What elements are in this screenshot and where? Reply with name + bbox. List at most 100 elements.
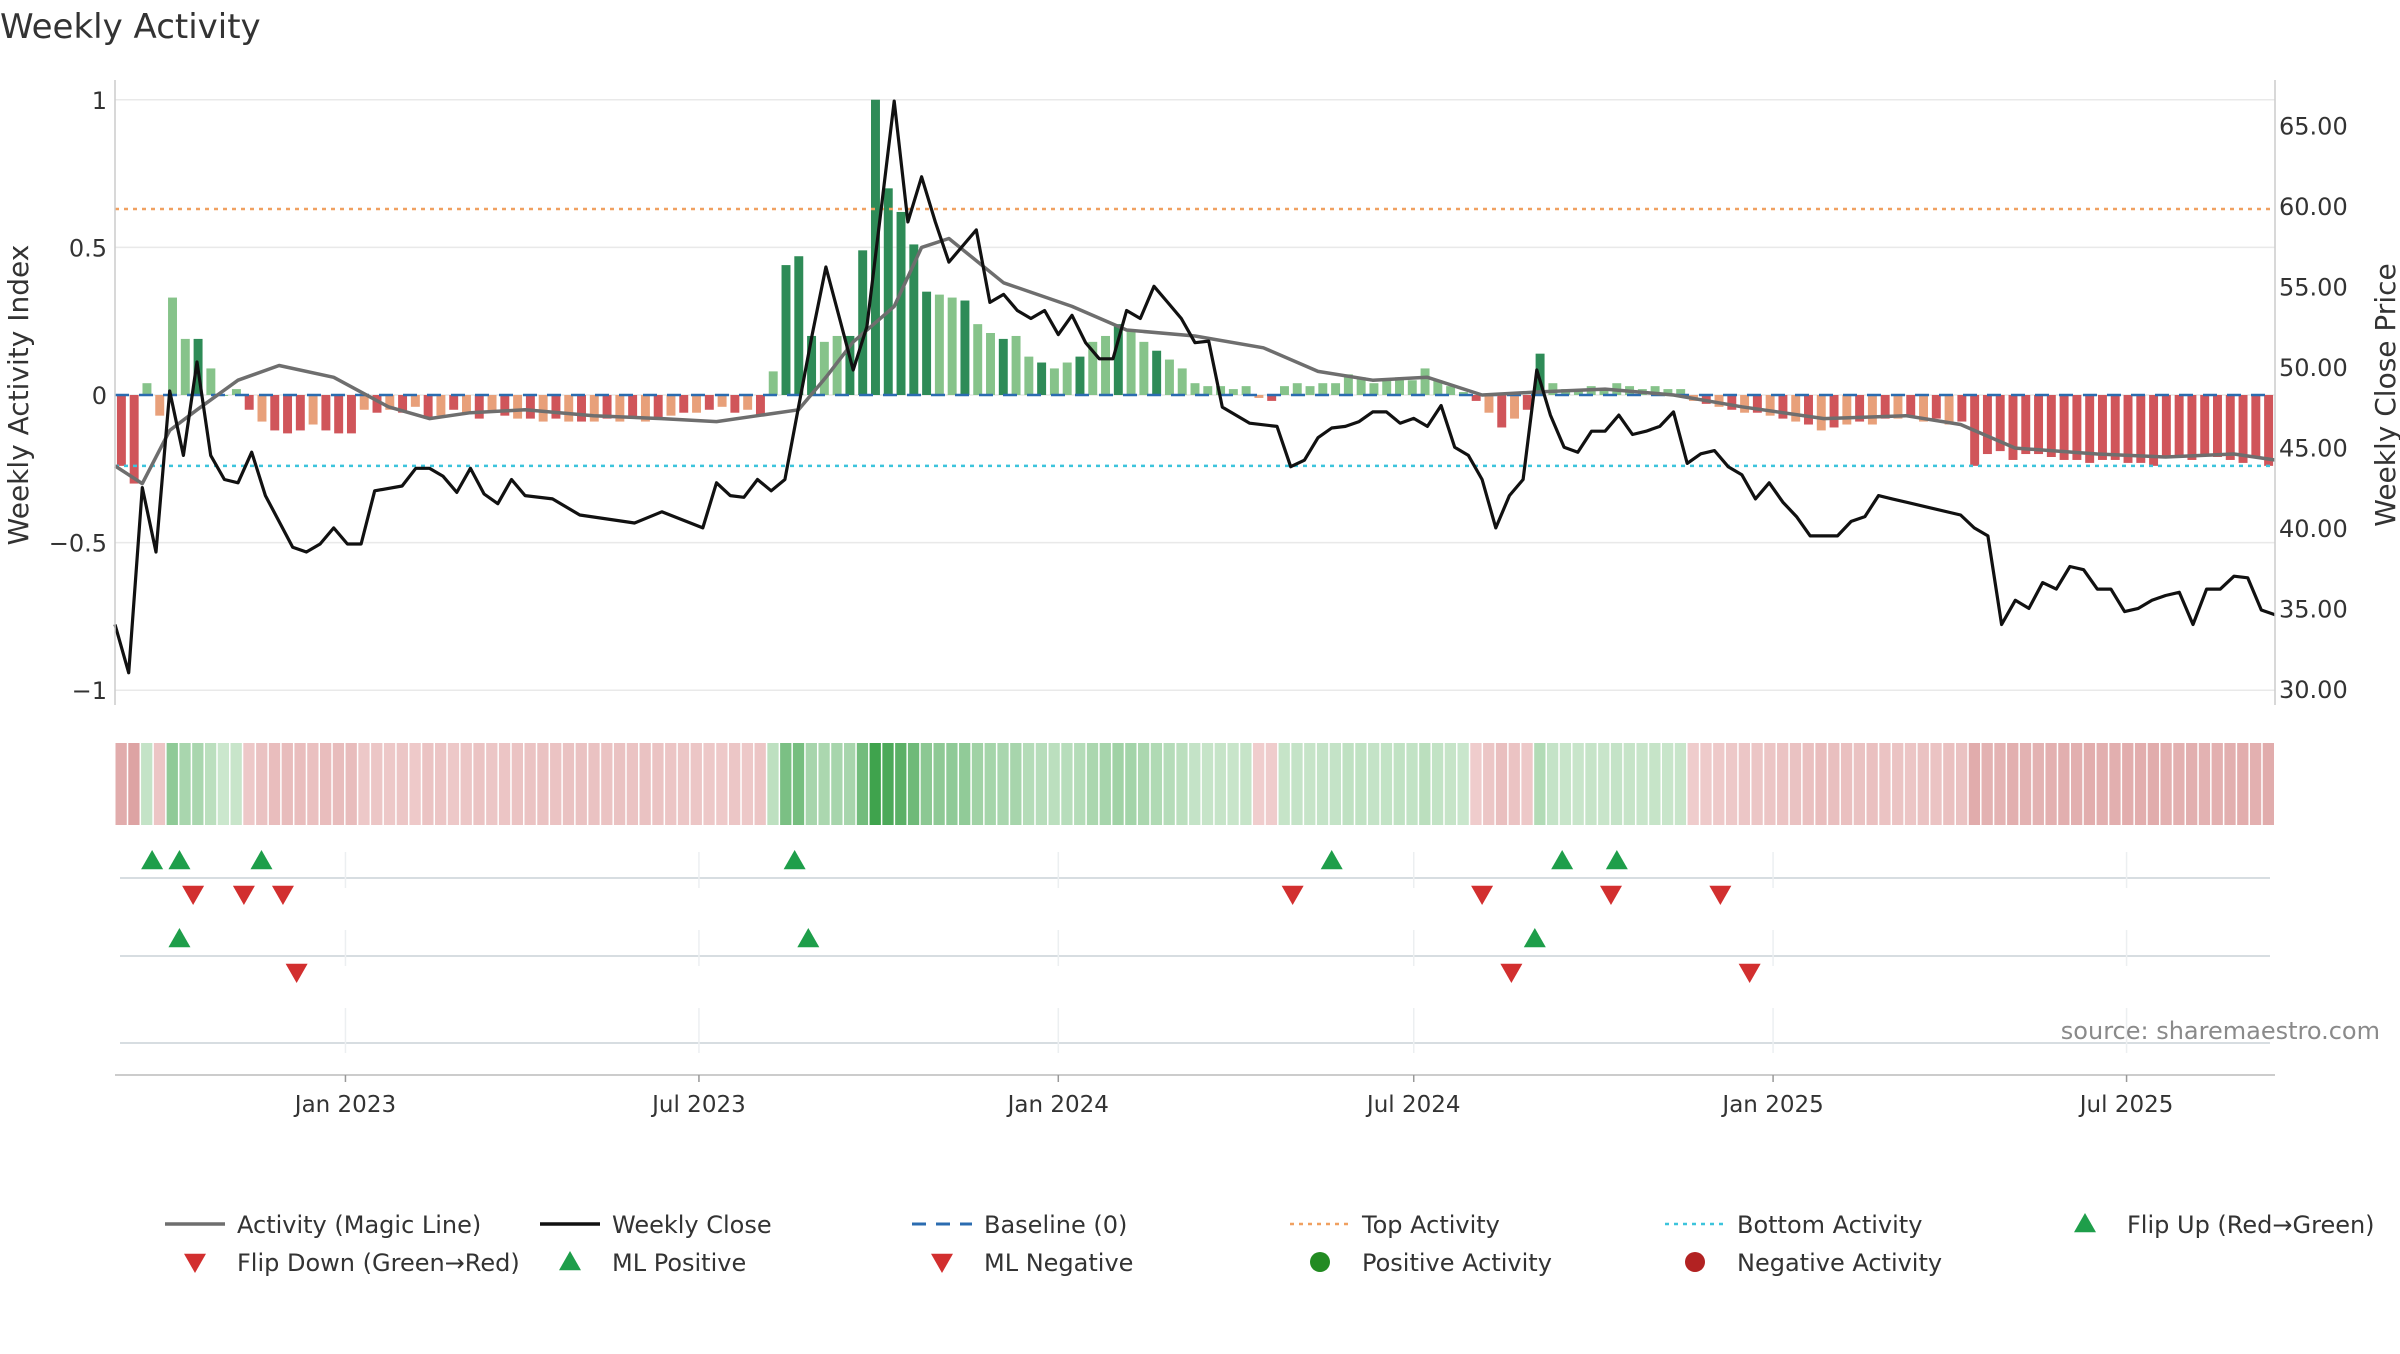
y-tick-label: −1 [72, 677, 107, 705]
activity-bar [1062, 362, 1072, 395]
activity-bar [1676, 389, 1686, 395]
activity-bar [1228, 389, 1238, 395]
activity-bar [909, 244, 919, 395]
activity-bar [142, 383, 152, 395]
heat-strip-cell [1840, 743, 1853, 825]
heat-strip-cell [1457, 743, 1469, 825]
activity-bar [1433, 380, 1443, 395]
activity-bar [1267, 395, 1277, 401]
y-axis-label: Weekly Activity Index [2, 245, 35, 546]
heat-strip-cell [1853, 743, 1866, 825]
activity-bar [1714, 395, 1724, 407]
legend-label: Positive Activity [1362, 1249, 1552, 1277]
activity-bars [116, 99, 2274, 484]
activity-bar [781, 265, 791, 395]
activity-bar [2174, 395, 2184, 457]
heat-strip-cell [2147, 743, 2159, 825]
heat-strip-cell [2032, 743, 2044, 825]
activity-bar [1024, 356, 1034, 395]
chart-title: Weekly Activity [0, 7, 261, 47]
activity-bar [717, 395, 727, 407]
y2-tick-label: 40.00 [2279, 515, 2348, 543]
heat-strip-cell [2249, 743, 2262, 825]
y2-axis-label: Weekly Close Price [2369, 263, 2400, 526]
activity-bar [743, 395, 753, 410]
heat-strip-cell [907, 743, 920, 825]
legend-label: Weekly Close [612, 1211, 772, 1239]
y-tick-label: 0.5 [69, 234, 107, 262]
activity-bar [1957, 395, 1967, 422]
heat-strip-cell [1623, 743, 1635, 825]
activity-bar [2238, 395, 2248, 463]
heat-strip-cell [652, 743, 664, 825]
activity-bar [640, 395, 650, 422]
heat-strip-cell [1163, 743, 1175, 825]
activity-bar [1216, 386, 1226, 395]
heat-strip-cell [371, 743, 383, 825]
magic-line-series [114, 236, 2276, 486]
heat-strip-cell [2071, 743, 2083, 825]
legend-item: Flip Up (Red→Green) [2074, 1211, 2375, 1239]
heat-strip-cell [332, 743, 345, 825]
flip-up-marker [1320, 850, 1343, 870]
activity-bar [1139, 341, 1149, 395]
heat-strip-cell [511, 743, 523, 825]
legend-item: Top Activity [1290, 1211, 1500, 1239]
heat-strip-cell [1700, 743, 1712, 825]
activity-bar [1740, 395, 1750, 413]
activity-bar [449, 395, 459, 410]
activity-bar [858, 250, 868, 395]
heat-strip-cell [984, 743, 996, 825]
flip-up-marker [168, 850, 191, 870]
activity-bar [960, 300, 970, 395]
heat-strip-cell [2109, 743, 2121, 825]
heat-strip-cell [741, 743, 754, 825]
heat-strip-cell [1355, 743, 1367, 825]
heat-strip-cell [166, 743, 178, 825]
heat-strip-cell [792, 743, 805, 825]
activity-bar [1356, 377, 1366, 395]
activity-bar [679, 395, 689, 413]
x-tick-label: Jan 2025 [1720, 1092, 1823, 1118]
activity-bar [730, 395, 740, 413]
reference-lines [115, 207, 2275, 468]
activity-bar [1765, 395, 1775, 416]
heat-strip-cell [230, 743, 242, 825]
heat-strip-cell [844, 743, 856, 825]
heat-strip-cell [1585, 743, 1597, 825]
y-tick-label: 1 [92, 87, 107, 115]
legend-item: ML Negative [931, 1249, 1133, 1277]
legend-label: Flip Down (Green→Red) [237, 1249, 520, 1277]
activity-bar [423, 395, 433, 419]
legend-swatch [559, 1251, 581, 1271]
heat-strip-cell [1636, 743, 1648, 825]
activity-bar [244, 395, 254, 410]
activity-bar [986, 333, 995, 395]
activity-bar [934, 294, 944, 395]
heat-strip-cell [204, 743, 217, 825]
heat-strip-cell [933, 743, 945, 825]
heat-strip-cell [601, 743, 613, 825]
activity-bar [1931, 395, 1941, 419]
heat-strip-cell [1764, 743, 1776, 825]
activity-bar [2008, 395, 2018, 460]
legend-item: ML Positive [559, 1249, 746, 1277]
activity-bar [1919, 395, 1928, 422]
flip-down-marker [1599, 885, 1622, 905]
x-tick-label: Jul 2024 [1365, 1092, 1461, 1118]
heat-strip-cell [997, 743, 1009, 825]
heat-strip-cell [1559, 743, 1572, 825]
heat-strip-cell [256, 743, 268, 825]
heat-strip-cell [447, 743, 460, 825]
activity-bar [2123, 395, 2133, 463]
heat-strip-cell [2058, 743, 2070, 825]
heat-strip-cell [1866, 743, 1878, 825]
ml-negative-marker [285, 963, 308, 983]
activity-bar [1318, 383, 1328, 395]
activity-bar [1369, 383, 1379, 395]
activity-bar [1101, 335, 1111, 395]
heat-strip-cell [2083, 743, 2096, 825]
activity-bar [1484, 395, 1494, 413]
legend-label: Bottom Activity [1737, 1211, 1922, 1239]
heat-strip-cell [1010, 743, 1022, 825]
